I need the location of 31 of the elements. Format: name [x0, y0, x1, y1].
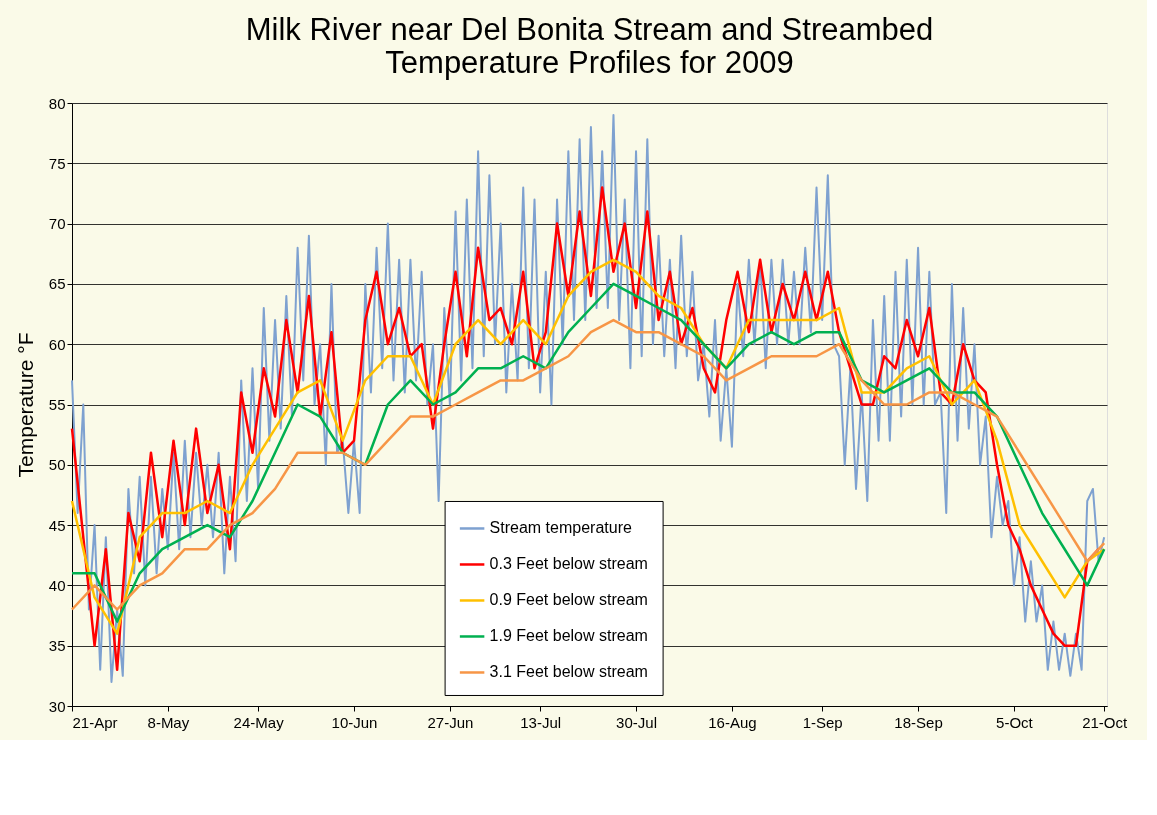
y-axis-title: Temperature °F	[13, 332, 37, 478]
x-tick-label: 8-May	[147, 713, 190, 731]
line-series	[71, 114, 1106, 683]
y-tick-label: 40	[48, 576, 66, 594]
x-tick-label: 5-Oct	[996, 713, 1034, 731]
y-tick-label: 65	[48, 275, 66, 293]
x-tick-label: 21-Apr	[72, 713, 118, 731]
x-tick-label: 18-Sep	[894, 713, 943, 731]
legend-label: 0.3 Feet below stream	[489, 555, 648, 573]
x-tick-label: 1-Sep	[802, 713, 843, 731]
x-tick-label: 27-Jun	[427, 713, 474, 731]
y-tick-label: 45	[48, 516, 66, 534]
legend-label: Stream temperature	[489, 519, 632, 537]
x-tick-label: 21-Oct	[1082, 713, 1129, 731]
y-tick-label: 60	[48, 335, 66, 353]
y-tick-label: 70	[48, 215, 66, 233]
x-tick-label: 24-May	[233, 713, 285, 731]
x-tick-label: 30-Jul	[616, 713, 657, 731]
y-tick-label: 35	[48, 637, 66, 655]
legend-label: 1.9 Feet below stream	[489, 627, 648, 645]
y-tick-label: 80	[48, 94, 66, 112]
legend-label: 0.9 Feet below stream	[489, 591, 648, 609]
y-tick-label: 75	[48, 154, 66, 172]
x-tick-label: 13-Jul	[520, 713, 562, 731]
y-tick-label: 50	[48, 456, 66, 474]
x-tick-label: 16-Aug	[708, 713, 757, 731]
legend-label: 3.1 Feet below stream	[489, 663, 648, 681]
y-tick-label: 30	[48, 697, 66, 715]
chart-title: Milk River near Del Bonita Stream and Streambed Temperature Profiles for 2009	[245, 12, 934, 80]
x-tick-label: 10-Jun	[331, 713, 378, 731]
y-tick-label: 55	[48, 396, 66, 413]
